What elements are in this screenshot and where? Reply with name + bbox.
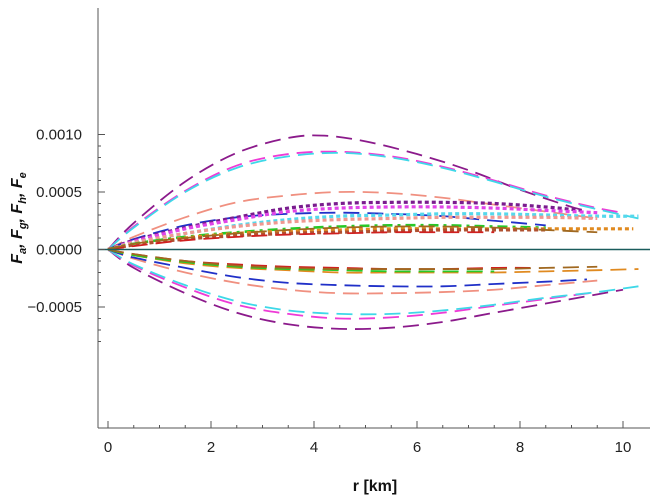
series-line-7 xyxy=(107,205,598,252)
series-line-12 xyxy=(107,228,546,252)
series-line-13 xyxy=(107,231,495,251)
y-tick-label: 0.0000 xyxy=(36,242,82,259)
series-line-4 xyxy=(107,190,598,251)
y-tick-label: 0.0005 xyxy=(36,184,82,201)
x-tick-label: 10 xyxy=(615,439,632,456)
x-tick-label: 2 xyxy=(207,439,215,456)
x-tick-label: 4 xyxy=(310,439,318,456)
series-line-16 xyxy=(107,248,598,320)
series-line-15 xyxy=(107,248,624,330)
series-line-21 xyxy=(107,248,639,274)
y-axis-title: Fa, Fg, Fh, Fe xyxy=(9,172,29,264)
y-title-symbol: F xyxy=(9,177,26,188)
series-line-17 xyxy=(107,248,639,316)
y-title-symbol: F xyxy=(9,228,26,239)
x-tick-label: 0 xyxy=(104,439,112,456)
ticks-layer: 0.0010 0.0005 0.0000 −0.0005 0 2 4 6 8 10 xyxy=(27,127,631,457)
series-line-23 xyxy=(107,248,598,271)
y-tick-label: 0.0010 xyxy=(36,127,82,144)
x-axis-title: r [km] xyxy=(353,478,397,495)
series-line-20 xyxy=(107,248,531,271)
y-title-subscript: e xyxy=(17,172,29,178)
series-line-19 xyxy=(107,248,588,288)
y-title-symbol: F xyxy=(9,203,26,214)
series-line-3 xyxy=(107,151,639,251)
y-title-subscript: g xyxy=(17,222,29,230)
series-line-5 xyxy=(107,211,546,251)
y-title-subscript: h xyxy=(17,197,29,204)
series-line-22 xyxy=(107,248,495,273)
series-line-9 xyxy=(107,215,598,252)
x-tick-label: 6 xyxy=(413,439,421,456)
y-tick-label: −0.0005 xyxy=(27,299,82,316)
series-line-8 xyxy=(107,212,639,252)
y-title-subscript: a xyxy=(17,248,29,254)
y-title-symbol: F xyxy=(9,253,26,264)
series-line-14 xyxy=(107,225,598,251)
series-layer xyxy=(107,134,639,330)
x-tick-label: 8 xyxy=(516,439,524,456)
